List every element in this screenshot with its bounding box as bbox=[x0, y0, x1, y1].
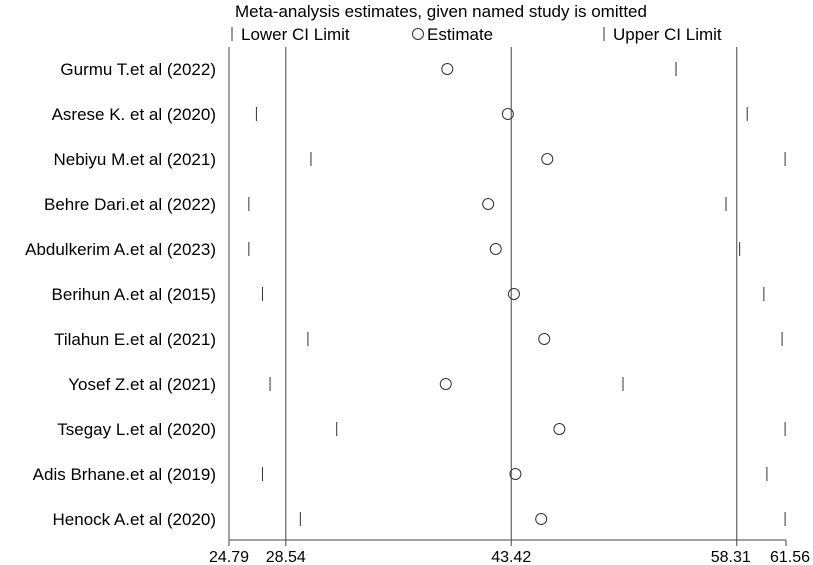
legend-lower-label: Lower CI Limit bbox=[241, 25, 350, 44]
study-row: Nebiyu M.et al (2021) bbox=[53, 150, 786, 169]
x-tick-label: 58.31 bbox=[711, 549, 751, 565]
study-rows: Gurmu T.et al (2022) Asrese K. et al (202… bbox=[25, 60, 786, 529]
estimate-point bbox=[441, 63, 454, 75]
study-label: Asrese K. et al (2020) bbox=[52, 105, 216, 124]
estimate-point bbox=[507, 288, 520, 300]
x-tick-label: 61.56 bbox=[770, 549, 810, 565]
legend-estimate-label: Estimate bbox=[427, 25, 493, 44]
estimate-point bbox=[541, 153, 554, 165]
study-row: Gurmu T.et al (2022) bbox=[60, 60, 677, 79]
legend: Lower CI Limit Estimate Upper CI Limit bbox=[231, 25, 722, 44]
study-label: Henock A.et al (2020) bbox=[53, 510, 216, 529]
study-row: Behre Dari.et al (2022) bbox=[44, 195, 727, 214]
study-label: Tsegay L.et al (2020) bbox=[57, 420, 216, 439]
study-row: Henock A.et al (2020) bbox=[53, 510, 786, 529]
estimate-point bbox=[482, 198, 495, 210]
study-label: Adis Brhane.et al (2019) bbox=[33, 465, 216, 484]
study-label: Tilahun E.et al (2021) bbox=[54, 330, 216, 349]
study-label: Nebiyu M.et al (2021) bbox=[53, 150, 216, 169]
study-label: Berihun A.et al (2015) bbox=[52, 285, 216, 304]
estimate-point bbox=[489, 243, 502, 255]
reference-lines bbox=[285, 47, 738, 540]
study-label: Yosef Z.et al (2021) bbox=[68, 375, 216, 394]
x-tick-label: 24.79 bbox=[209, 549, 249, 565]
estimate-point bbox=[509, 468, 522, 480]
study-label: Behre Dari.et al (2022) bbox=[44, 195, 216, 214]
estimate-point bbox=[553, 423, 566, 435]
x-tick-label: 28.54 bbox=[266, 549, 306, 565]
study-row: Asrese K. et al (2020) bbox=[52, 105, 748, 124]
estimate-point bbox=[439, 378, 452, 390]
estimate-point bbox=[535, 513, 548, 525]
study-row: Yosef Z.et al (2021) bbox=[68, 375, 624, 394]
chart-title: Meta-analysis estimates, given named stu… bbox=[235, 2, 647, 21]
x-axis-ticks: 24.79 28.54 43.42 58.31 61.56 bbox=[209, 540, 810, 565]
study-row: Berihun A.et al (2015) bbox=[52, 285, 765, 304]
legend-upper-label: Upper CI Limit bbox=[613, 25, 722, 44]
estimate-point bbox=[538, 333, 551, 345]
estimate-point bbox=[501, 108, 514, 120]
study-row: Adis Brhane.et al (2019) bbox=[33, 465, 768, 484]
study-row: Tsegay L.et al (2020) bbox=[57, 420, 786, 439]
study-row: Tilahun E.et al (2021) bbox=[54, 330, 783, 349]
study-label: Gurmu T.et al (2022) bbox=[60, 60, 216, 79]
legend-estimate-marker bbox=[412, 28, 424, 40]
plot-frame bbox=[228, 47, 786, 541]
x-tick-label: 43.42 bbox=[491, 549, 531, 565]
study-label: Abdulkerim A.et al (2023) bbox=[25, 240, 216, 259]
study-row: Abdulkerim A.et al (2023) bbox=[25, 240, 741, 259]
